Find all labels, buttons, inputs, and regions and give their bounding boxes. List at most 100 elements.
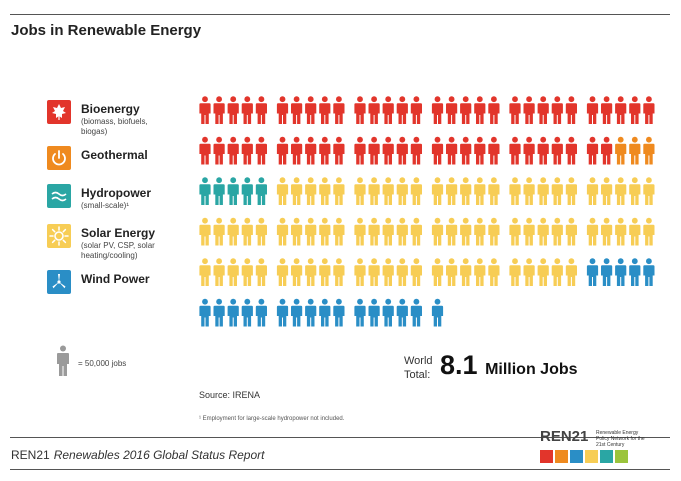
- person-icon-bioenergy: [227, 136, 239, 165]
- person-icon-wind-power: [227, 298, 239, 327]
- person-icon-solar-energy: [227, 258, 239, 286]
- person-icon-solar-energy: [488, 217, 500, 246]
- person-icon-solar-energy: [565, 258, 577, 286]
- waves-icon: [47, 184, 71, 208]
- person-icon-solar-energy: [305, 177, 317, 205]
- ren21-tagline: Renewable Energy Policy Network for the …: [596, 430, 645, 448]
- person-icon-solar-energy: [474, 258, 486, 286]
- person-icon-geothermal: [615, 136, 627, 165]
- person-icon-solar-energy: [523, 217, 535, 246]
- person-icon-solar-energy: [615, 177, 627, 205]
- leaf-icon: [540, 450, 553, 463]
- person-icon-bioenergy: [509, 136, 521, 165]
- person-icon-solar-energy: [460, 258, 472, 286]
- person-icon-bioenergy: [523, 136, 535, 165]
- person-icon-bioenergy: [291, 96, 303, 124]
- person-icon-bioenergy: [460, 96, 472, 124]
- person-icon-wind-power: [291, 298, 303, 327]
- bottom-rule: [10, 469, 670, 470]
- ren21-logo: REN21 Renewable Energy Policy Network fo…: [540, 428, 645, 466]
- person-icon-bioenergy: [601, 136, 613, 165]
- person-icon-solar-energy: [431, 258, 444, 286]
- person-icon-solar-energy: [213, 217, 225, 246]
- chart-title: Jobs in Renewable Energy: [11, 22, 202, 39]
- legend-label: Wind Power: [81, 272, 150, 286]
- person-icon-bioenergy: [537, 96, 549, 124]
- total-number: 8.1: [440, 350, 478, 380]
- person-icon-bioenergy: [586, 96, 599, 124]
- person-icon-solar-energy: [615, 217, 627, 246]
- person-icon-bioenergy: [551, 96, 563, 124]
- person-icon-bioenergy: [368, 96, 380, 124]
- person-icon-solar-energy: [333, 177, 345, 205]
- person-icon-bioenergy: [586, 136, 599, 165]
- total-value: 8.1 Million Jobs: [440, 350, 578, 381]
- person-icon-solar-energy: [291, 177, 303, 205]
- person-icon-solar-energy: [431, 217, 444, 246]
- person-icon-wind-power: [241, 298, 253, 327]
- person-icon-bioenergy: [305, 96, 317, 124]
- person-icon-bioenergy: [255, 96, 267, 124]
- person-icon-wind-power: [354, 298, 366, 327]
- person-icon-solar-energy: [446, 258, 458, 286]
- person-icon-solar-energy: [382, 217, 394, 246]
- person-icon-bioenergy: [601, 96, 613, 124]
- person-icon-solar-energy: [537, 258, 549, 286]
- person-icon: [57, 345, 69, 376]
- sun-icon: [47, 224, 71, 248]
- person-icon-bioenergy: [474, 136, 486, 165]
- person-icon-solar-energy: [629, 177, 641, 205]
- person-icon-solar-energy: [629, 217, 641, 246]
- person-icon-bioenergy: [446, 136, 458, 165]
- top-rule: [10, 14, 670, 15]
- person-icon-bioenergy: [291, 136, 303, 165]
- person-icon-solar-energy: [488, 177, 500, 205]
- ren21-wordmark: REN21: [540, 428, 589, 445]
- person-icon-solar-energy: [474, 217, 486, 246]
- person-icon-solar-energy: [255, 258, 267, 286]
- person-icon-bioenergy: [410, 96, 422, 124]
- person-icon-bioenergy: [319, 136, 331, 165]
- person-icon-solar-energy: [319, 258, 331, 286]
- person-icon-bioenergy: [276, 96, 289, 124]
- person-icon-wind-power: [368, 298, 380, 327]
- person-icon-geothermal: [629, 136, 641, 165]
- legend-sublabel: (biomass, biofuels, biogas): [81, 117, 148, 136]
- person-icon-solar-energy: [586, 177, 599, 205]
- sun-icon: [585, 450, 598, 463]
- person-icon-bioenergy: [410, 136, 422, 165]
- person-icon-solar-energy: [396, 217, 408, 246]
- person-icon-bioenergy: [537, 136, 549, 165]
- legend-label: Geothermal: [81, 148, 148, 162]
- person-icon-bioenergy: [551, 136, 563, 165]
- person-icon-wind-power: [431, 298, 444, 327]
- person-icon-solar-energy: [276, 217, 289, 246]
- person-icon-bioenergy: [305, 136, 317, 165]
- person-icon-solar-energy: [446, 177, 458, 205]
- person-icon-bioenergy: [382, 136, 394, 165]
- person-icon-solar-energy: [551, 217, 563, 246]
- person-icon-solar-energy: [291, 258, 303, 286]
- person-icon-solar-energy: [523, 177, 535, 205]
- person-icon-solar-energy: [333, 258, 345, 286]
- source-note: Source: IRENA: [199, 390, 261, 400]
- person-icon-solar-energy: [354, 177, 366, 205]
- person-icon-solar-energy: [333, 217, 345, 246]
- person-icon-solar-energy: [241, 258, 253, 286]
- person-icon-solar-energy: [509, 217, 521, 246]
- person-icon-bioenergy: [488, 136, 500, 165]
- person-icon-bioenergy: [431, 96, 444, 124]
- person-icon-solar-energy: [291, 217, 303, 246]
- person-icon-bioenergy: [431, 136, 444, 165]
- person-icon-solar-energy: [446, 217, 458, 246]
- person-icon-wind-power: [382, 298, 394, 327]
- person-icon-solar-energy: [551, 258, 563, 286]
- turbine-icon: [47, 270, 71, 294]
- person-icon-bioenergy: [488, 96, 500, 124]
- person-icon-wind-power: [601, 258, 613, 286]
- person-icon-solar-energy: [227, 217, 239, 246]
- person-icon-bioenergy: [333, 136, 345, 165]
- person-icon-solar-energy: [382, 258, 394, 286]
- person-icon-wind-power: [213, 298, 225, 327]
- person-icon-solar-energy: [276, 177, 289, 205]
